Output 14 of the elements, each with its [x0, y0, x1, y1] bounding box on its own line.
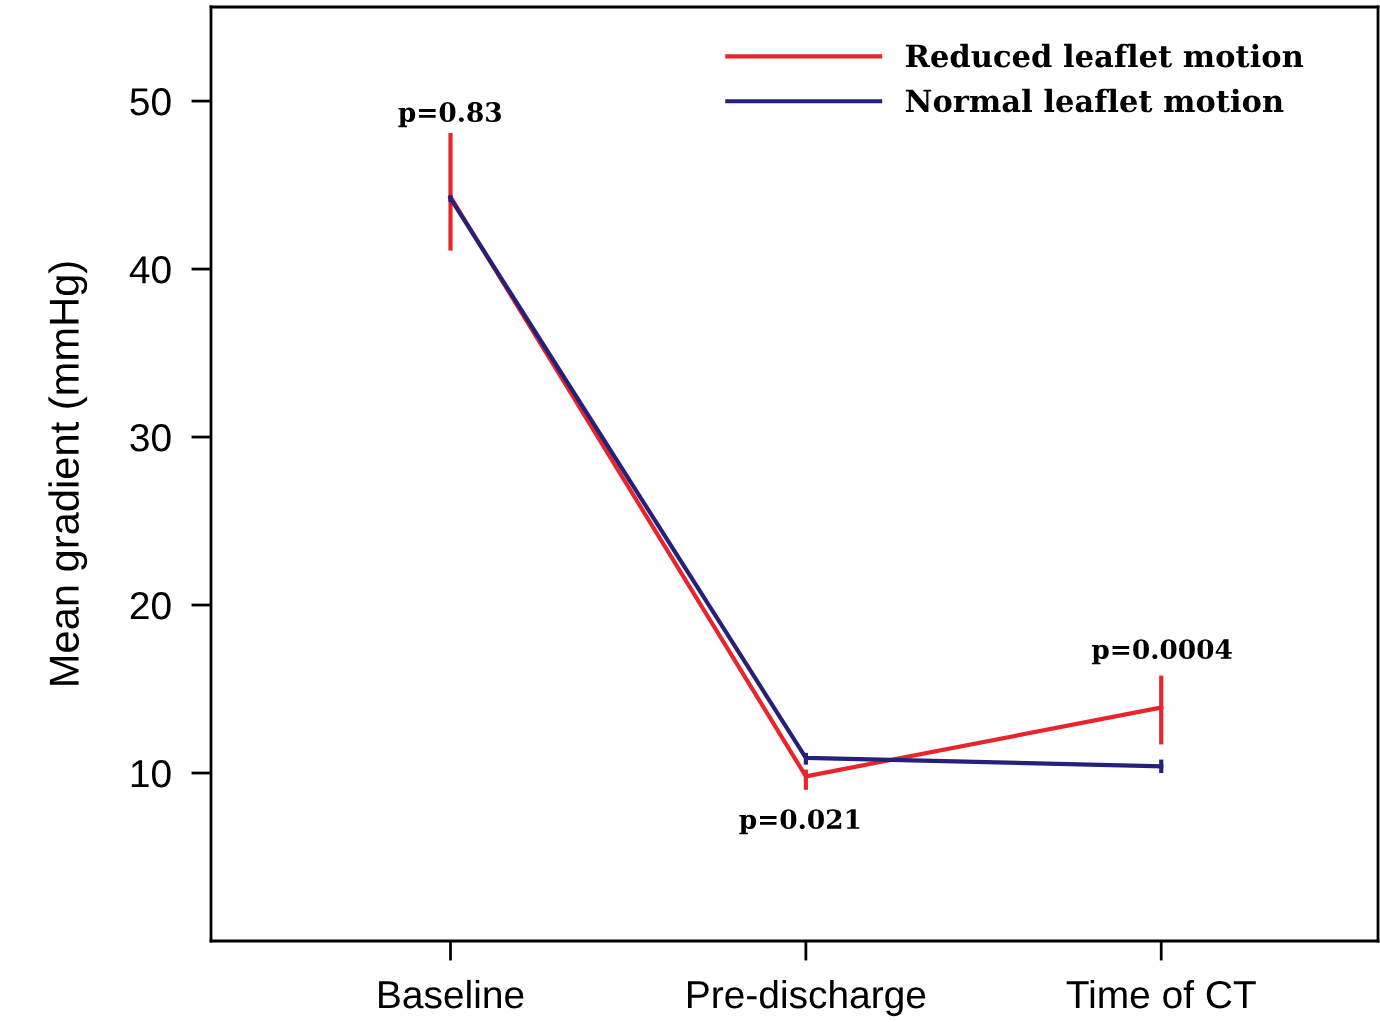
x-tick-label: Baseline — [379, 979, 524, 1009]
y-axis-title: Mean gradient (mmHg) — [48, 262, 88, 685]
y-tick-label: 20 — [130, 591, 171, 620]
annotation: p=0.0004 — [1091, 639, 1232, 665]
annotation: p=0.83 — [398, 102, 501, 128]
legend-label: Reduced leaflet motion — [905, 43, 1304, 68]
x-tick-label: Time of CT — [1066, 979, 1256, 1009]
y-tick-label: 50 — [130, 88, 171, 116]
y-tick-label: 30 — [130, 423, 171, 452]
y-tick-label: 10 — [131, 759, 171, 788]
y-tick-label: 40 — [129, 255, 171, 284]
annotation: p=0.021 — [739, 809, 860, 835]
legend-label: Normal leaflet motion — [905, 88, 1284, 113]
x-tick-label: Pre-discharge — [688, 979, 926, 1017]
